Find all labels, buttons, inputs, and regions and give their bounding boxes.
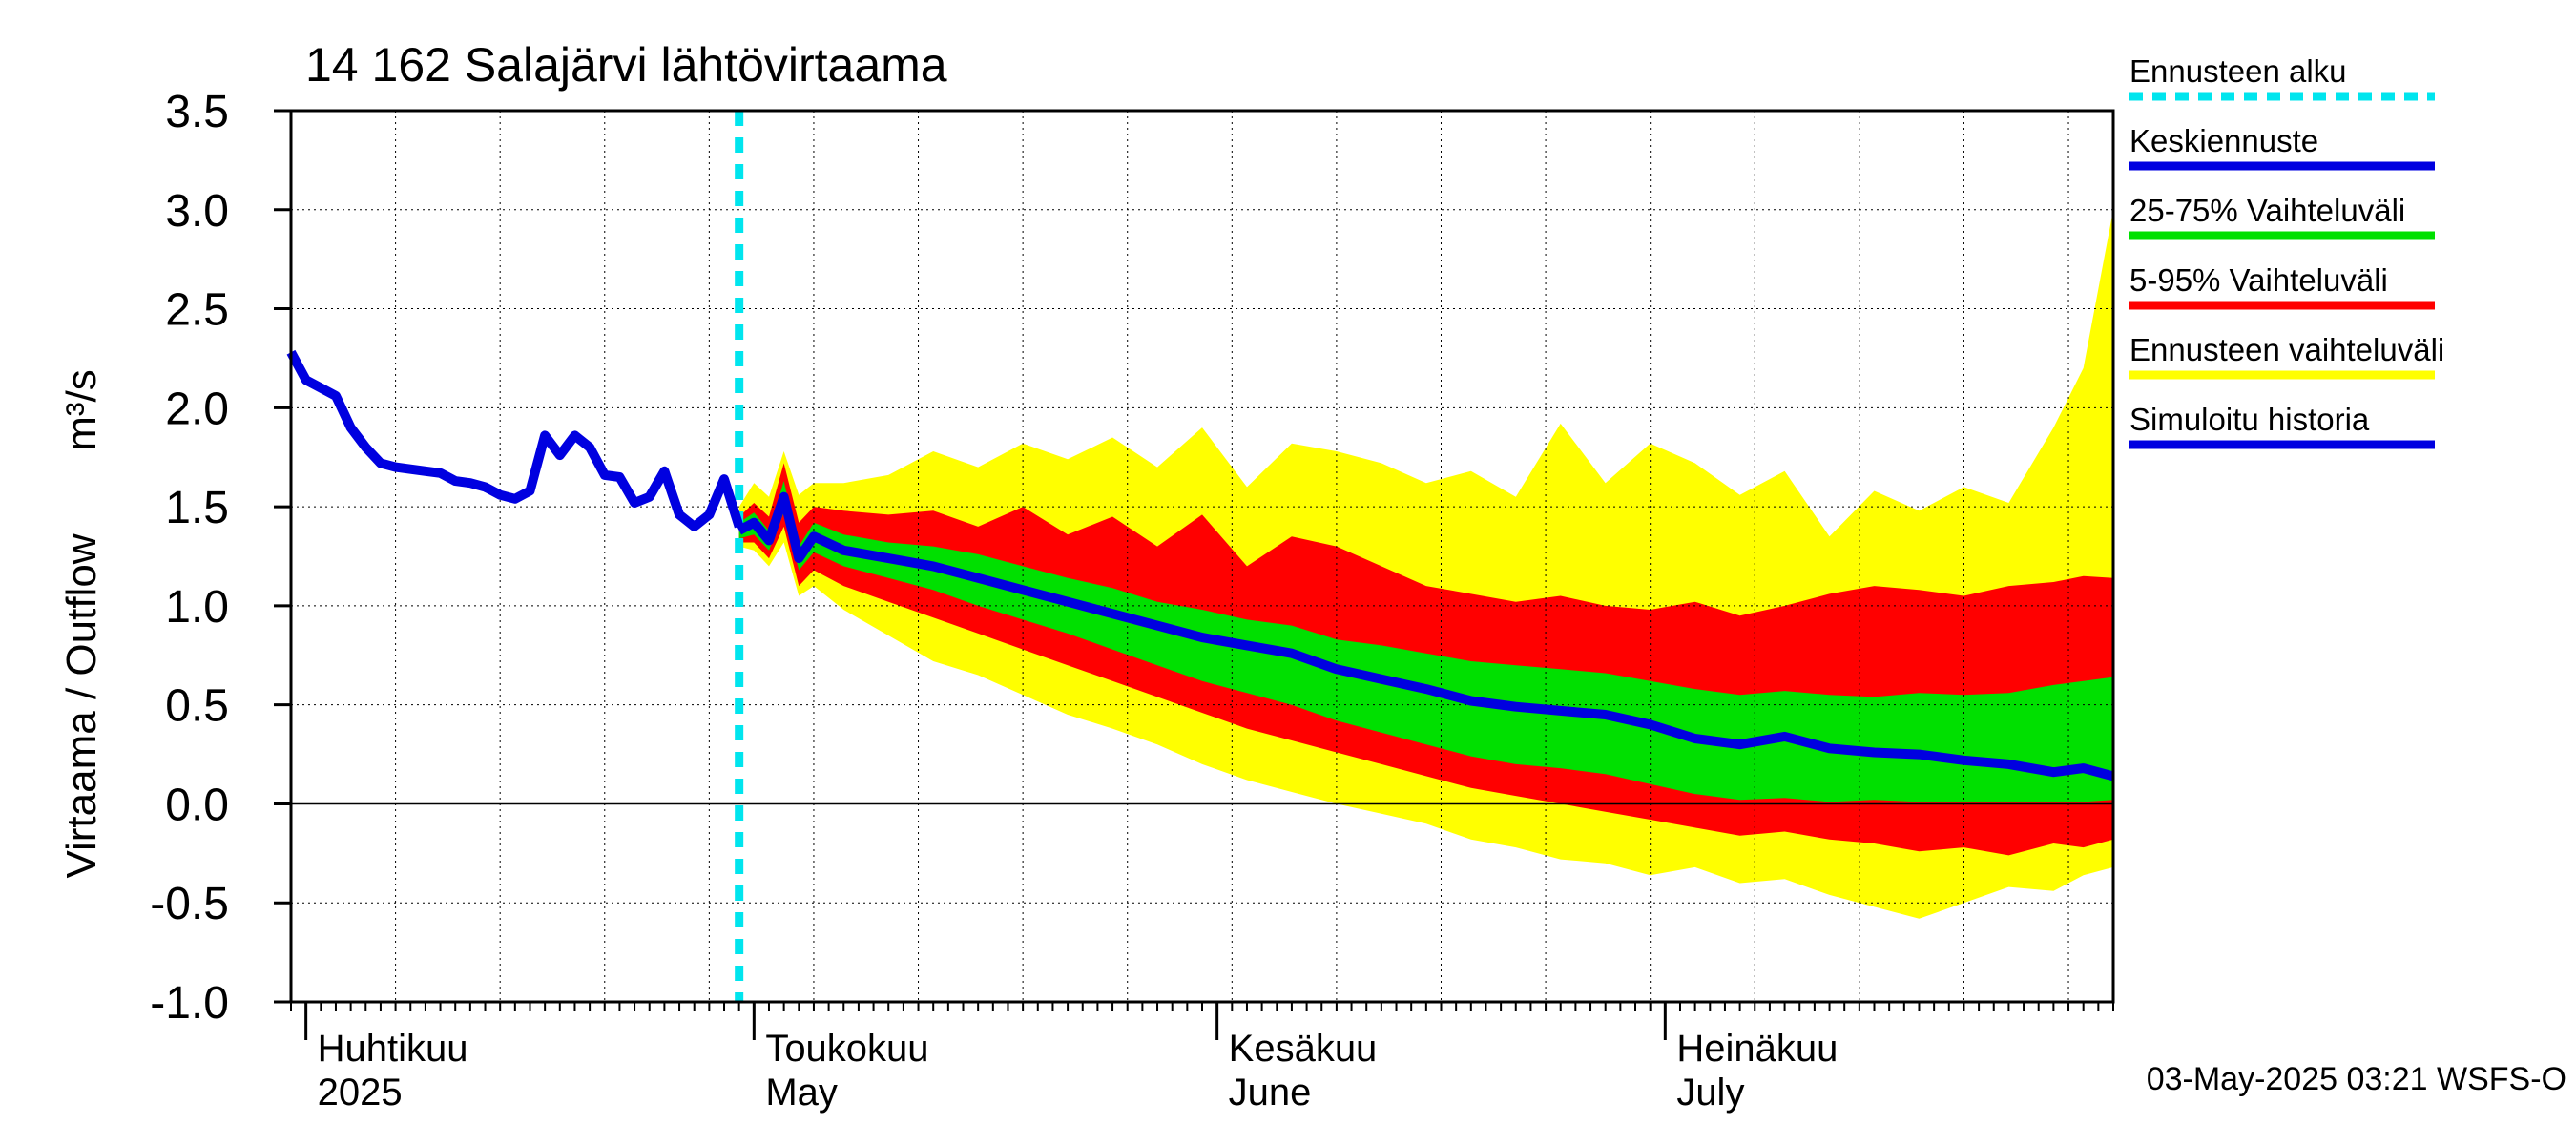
x-month-sublabel: 2025 [318, 1072, 403, 1114]
x-month-sublabel: May [765, 1072, 838, 1114]
history-line [286, 349, 744, 531]
y-tick-label: 1.0 [165, 582, 229, 633]
y-tick-label: -0.5 [150, 879, 229, 929]
y-tick-label: 3.0 [165, 186, 229, 237]
legend-label: Ennusteen alku [2129, 53, 2347, 89]
chart-title: 14 162 Salajärvi lähtövirtaama [305, 38, 947, 92]
y-tick-label: 0.0 [165, 780, 229, 830]
y-axis-label: Virtaama / Outflow [58, 533, 105, 878]
legend-label: Keskiennuste [2129, 123, 2318, 158]
y-tick-label: 1.5 [165, 483, 229, 533]
legend: Ennusteen alku Keskiennuste 25-75% Vaihtel… [2129, 53, 2444, 449]
band-25-75 [738, 481, 2114, 802]
series-lines [286, 111, 2115, 1002]
forecast-bands [738, 209, 2114, 919]
plot-area [286, 109, 2115, 1004]
x-month-label: Huhtikuu [318, 1028, 468, 1070]
legend-label: 5-95% Vaihteluväli [2129, 262, 2388, 298]
y-axis-unit: m³/s [58, 369, 105, 451]
y-tick-label: 3.5 [165, 87, 229, 137]
y-tick-label: 2.0 [165, 384, 229, 434]
y-tick-label: 2.5 [165, 285, 229, 336]
legend-label: 25-75% Vaihteluväli [2129, 193, 2405, 228]
x-month-label: Kesäkuu [1229, 1028, 1378, 1070]
y-tick-label: -1.0 [150, 978, 229, 1029]
x-month-label: Heinäkuu [1676, 1028, 1838, 1070]
x-month-sublabel: July [1676, 1072, 1744, 1114]
x-month-sublabel: June [1229, 1072, 1312, 1114]
y-tick-label: 0.5 [165, 681, 229, 732]
median-forecast-line [737, 491, 2115, 781]
x-month-label: Toukokuu [765, 1028, 928, 1070]
legend-label: Simuloitu historia [2129, 402, 2370, 437]
y-axis: 3.5 3.0 2.5 2.0 1.5 1.0 0.5 0.0 -0.5 -1.0 [150, 87, 291, 1029]
legend-label: Ennusteen vaihteluväli [2129, 332, 2444, 367]
timestamp: 03-May-2025 03:21 WSFS-O [2147, 1061, 2566, 1097]
